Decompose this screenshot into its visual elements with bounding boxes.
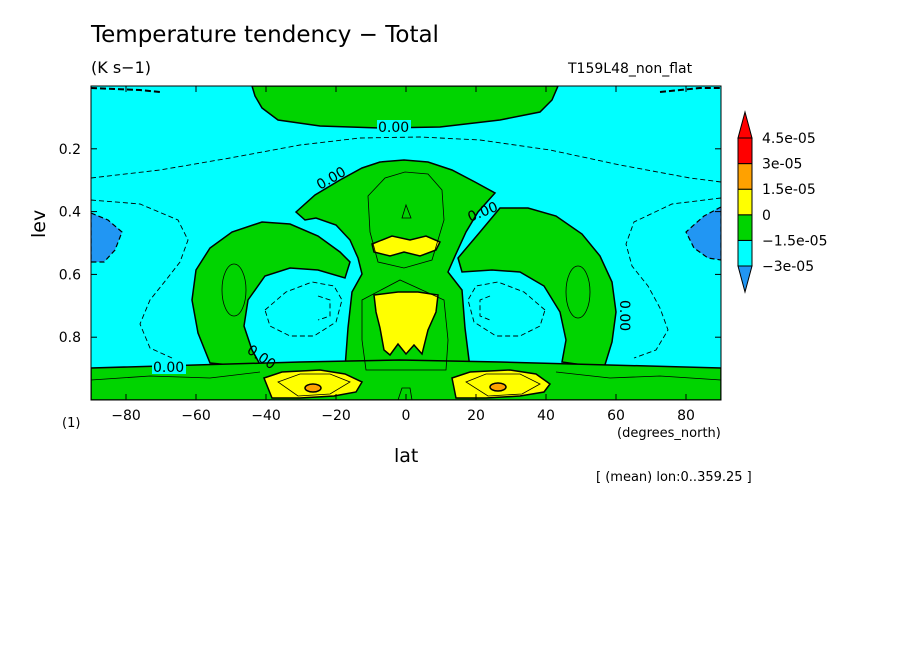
- thin-contour-equator-surface: [397, 387, 413, 400]
- x-tick-label: −60: [181, 408, 211, 424]
- thin-contour-right-lobe: [565, 265, 591, 319]
- colorbar-label: −1.5e-05: [762, 233, 827, 249]
- x-tick-label: −80: [111, 408, 141, 424]
- x-axis-label: lat: [394, 445, 419, 467]
- thin-contour-center: [367, 171, 445, 269]
- x-tick-label: 60: [607, 408, 625, 424]
- positive-region-right-lobe: [457, 207, 617, 369]
- contour-label-bg: [377, 120, 411, 134]
- dashed-contour-inner-left: [264, 281, 343, 337]
- thin-contour-south-surface: [277, 373, 351, 397]
- contour-label: 0.00: [378, 120, 409, 136]
- positive-region-left-lobe: [191, 221, 351, 369]
- colorbar-segment: [737, 137, 753, 165]
- x-axis: −80 −60 −40 −20 0 20 40 60 80: [111, 86, 695, 424]
- dashed-contour-inner-left2: [317, 295, 331, 321]
- chart-units: (K s−1): [91, 58, 151, 77]
- colorbar-segment: [737, 188, 753, 216]
- thin-contour-surface-wave-n: [555, 371, 721, 381]
- yellow-region-equator-low: [373, 291, 439, 357]
- x-tick-label: 80: [677, 408, 695, 424]
- orange-core-south: [304, 383, 322, 393]
- dashed-contour-top-left: [91, 87, 161, 93]
- contour-label: 0.00: [616, 300, 632, 331]
- y-tick-label: 0.2: [59, 142, 81, 158]
- y-tick-label: 0.6: [59, 267, 81, 283]
- contour-label-bg: [152, 360, 186, 374]
- x-axis-units: (degrees_north): [617, 426, 721, 441]
- thin-contour-equator-top: [401, 203, 412, 219]
- x-tick-label: 40: [537, 408, 555, 424]
- colorbar-segment: [737, 239, 753, 267]
- colorbar-label: 0: [762, 208, 771, 224]
- x-tick-label: 20: [467, 408, 485, 424]
- colorbar-extend-low: [737, 265, 753, 294]
- yellow-region-equator-mid: [371, 235, 442, 257]
- colorbar-label: 1.5e-05: [762, 182, 816, 198]
- run-name: T159L48_non_flat: [568, 61, 693, 77]
- dashed-contour-left: [91, 199, 189, 359]
- thin-contour-surface-wave: [91, 371, 261, 381]
- contour-label: 0.00: [153, 360, 184, 376]
- y-tick-label: 0.8: [59, 330, 81, 346]
- dashed-contour-inner-right2: [479, 295, 491, 321]
- mean-note: [ (mean) lon:0..359.25 ]: [596, 470, 752, 485]
- colorbar-extend-high: [737, 110, 753, 139]
- chart-title: Temperature tendency − Total: [91, 22, 439, 48]
- y-axis: 0.2 0.4 0.6 0.8: [59, 142, 721, 346]
- negative-region-right: [685, 206, 721, 261]
- plot-area: [91, 86, 721, 400]
- dashed-contour-top-right: [659, 87, 721, 93]
- negative-region-left: [91, 212, 123, 263]
- colorbar-segment: [737, 214, 753, 241]
- colorbar-segment: [737, 163, 753, 190]
- x-tick-label: 0: [402, 408, 411, 424]
- colorbar-label: 3e-05: [762, 157, 802, 173]
- orange-core-north: [489, 382, 507, 392]
- dashed-contour-inner-right: [467, 281, 546, 337]
- colorbar: −3e-05 −1.5e-05 0 1.5e-05 3e-05 4.5e-05: [737, 110, 827, 294]
- colorbar-label: −3e-05: [762, 259, 814, 275]
- dashed-contour-upper: [91, 136, 721, 183]
- thin-contour-left-lobe: [221, 263, 247, 317]
- colorbar-label: 4.5e-05: [762, 131, 816, 147]
- thin-contour-center-low: [361, 279, 449, 371]
- x-tick-label: −20: [321, 408, 351, 424]
- positive-region-surface: [91, 359, 721, 400]
- figure-number: (1): [62, 416, 81, 431]
- thin-contour-north-surface: [465, 373, 541, 397]
- y-tick-label: 0.4: [59, 205, 81, 221]
- x-tick-label: −40: [251, 408, 281, 424]
